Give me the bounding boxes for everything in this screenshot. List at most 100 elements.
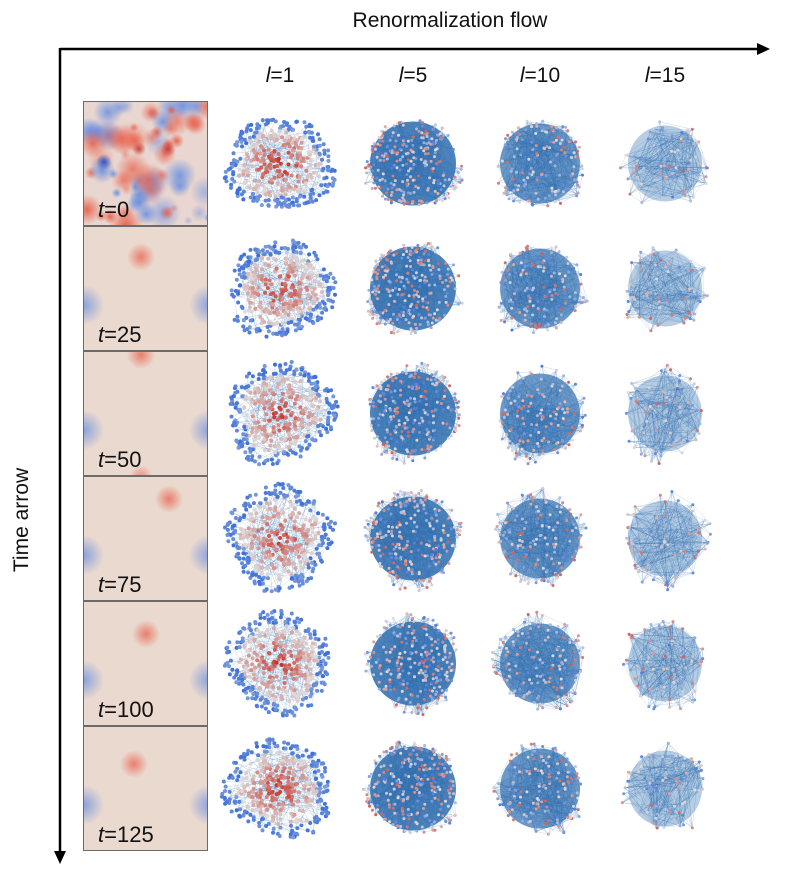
graph-node bbox=[406, 191, 410, 195]
graph-edge bbox=[547, 261, 556, 323]
graph-node bbox=[417, 313, 421, 316]
graph-node bbox=[382, 254, 386, 258]
graph-node bbox=[407, 321, 411, 325]
graph-edge bbox=[512, 295, 529, 303]
graph-node bbox=[381, 194, 384, 198]
graph-edge bbox=[506, 179, 575, 195]
graph-node bbox=[248, 195, 253, 200]
graph-edge bbox=[547, 318, 557, 324]
graph-edge bbox=[553, 142, 560, 176]
graph-edge bbox=[407, 273, 429, 324]
graph-edge bbox=[425, 165, 428, 203]
graph-edge bbox=[638, 188, 642, 203]
graph-edge bbox=[633, 156, 662, 167]
graph-edge bbox=[553, 270, 569, 273]
graph-node bbox=[515, 170, 518, 174]
graph-edge bbox=[226, 181, 258, 186]
graph-edge bbox=[512, 257, 545, 262]
graph-node bbox=[529, 122, 533, 126]
positive-vortex bbox=[169, 204, 178, 213]
graph-edge bbox=[690, 143, 694, 202]
graph-edge bbox=[666, 167, 677, 178]
graph-edge bbox=[529, 276, 552, 302]
graph-edge bbox=[514, 141, 533, 150]
graph-edge bbox=[503, 274, 581, 276]
graph-edge bbox=[664, 135, 673, 166]
graph-node bbox=[692, 195, 695, 199]
graph-node bbox=[426, 242, 430, 245]
graph-edge bbox=[555, 286, 565, 323]
graph-node bbox=[374, 259, 378, 263]
graph-edge bbox=[417, 245, 429, 325]
graph-node bbox=[686, 128, 690, 132]
graph-edge bbox=[420, 147, 426, 161]
graph-edge bbox=[395, 288, 421, 325]
graph-node bbox=[383, 197, 387, 201]
graph-edge bbox=[372, 146, 392, 196]
graph-edge bbox=[684, 172, 699, 196]
graph-edge bbox=[620, 129, 693, 169]
graph-node bbox=[307, 318, 312, 323]
graph-edge bbox=[504, 319, 526, 323]
graph-edge bbox=[504, 293, 515, 322]
graph-node bbox=[240, 291, 245, 296]
graph-node bbox=[296, 179, 301, 184]
graph-node bbox=[397, 188, 401, 191]
graph-node bbox=[556, 135, 560, 139]
graph-edge bbox=[688, 162, 699, 173]
graph-node bbox=[298, 153, 302, 158]
graph-edge bbox=[401, 258, 407, 280]
graph-node bbox=[409, 265, 413, 268]
graph-node bbox=[659, 164, 663, 168]
graph-edge bbox=[380, 252, 412, 259]
graph-edge bbox=[519, 252, 544, 288]
graph-edge bbox=[535, 252, 552, 260]
graph-edge bbox=[529, 270, 554, 290]
graph-edge bbox=[394, 285, 449, 328]
graph-node bbox=[261, 172, 266, 177]
graph-node bbox=[662, 164, 666, 168]
graph-edge bbox=[620, 129, 693, 169]
graph-node bbox=[447, 178, 451, 181]
graph-node bbox=[403, 299, 407, 303]
graph-edge bbox=[555, 186, 580, 196]
graph-edge bbox=[509, 300, 583, 303]
graph-edge bbox=[385, 246, 432, 276]
graph-edge bbox=[533, 262, 543, 266]
graph-edge bbox=[676, 163, 699, 180]
graph-node bbox=[553, 164, 557, 168]
graph-edge bbox=[373, 137, 424, 184]
time-arrowhead bbox=[54, 851, 66, 864]
graph-node bbox=[321, 166, 326, 171]
graph-edge bbox=[527, 288, 549, 325]
graph-edge bbox=[650, 131, 696, 158]
graph-node bbox=[512, 155, 516, 159]
graph-node bbox=[409, 148, 413, 152]
graph-edge bbox=[532, 289, 581, 303]
graph-edge bbox=[391, 261, 404, 316]
graph-edge bbox=[380, 310, 410, 318]
graph-edge bbox=[380, 271, 388, 318]
graph-node bbox=[510, 130, 514, 134]
graph-edge bbox=[516, 277, 577, 299]
graph-edge bbox=[400, 122, 403, 157]
graph-edge bbox=[382, 135, 422, 148]
graph-edge bbox=[412, 260, 429, 331]
graph-edge bbox=[402, 165, 420, 205]
graph-edge bbox=[383, 173, 428, 191]
graph-edge bbox=[532, 191, 564, 206]
graph-edge bbox=[406, 260, 411, 280]
graph-edge bbox=[368, 289, 400, 312]
graph-edge bbox=[698, 163, 707, 184]
vorticity-field-image bbox=[84, 243, 207, 325]
graph-node bbox=[236, 263, 241, 268]
graph-node bbox=[577, 185, 581, 189]
graph-node bbox=[241, 324, 246, 329]
graph-edge bbox=[275, 137, 289, 197]
graph-edge bbox=[407, 257, 420, 287]
graph-node bbox=[294, 119, 299, 124]
graph-node bbox=[264, 166, 269, 171]
graph-edge bbox=[549, 175, 572, 196]
graph-edge bbox=[411, 151, 413, 169]
graph-edge bbox=[518, 325, 536, 327]
